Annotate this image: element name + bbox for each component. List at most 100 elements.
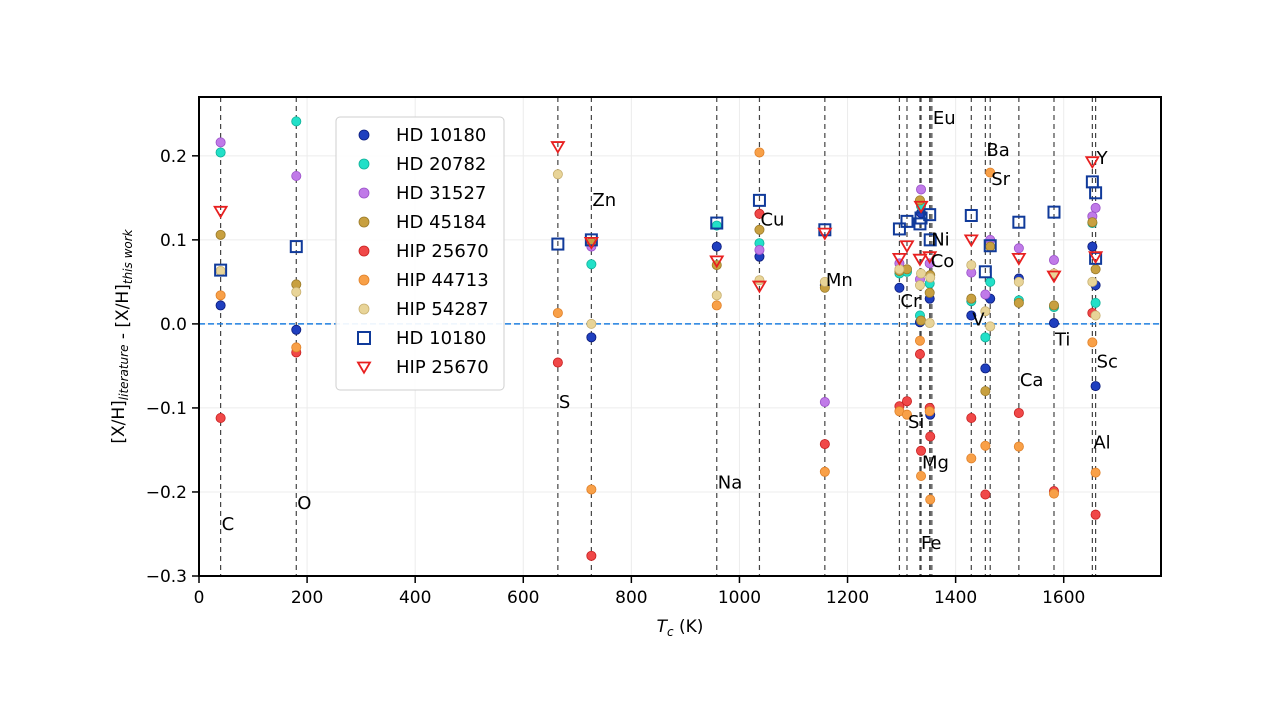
data-point bbox=[914, 349, 925, 360]
data-point bbox=[901, 409, 912, 420]
element-label: Al bbox=[1093, 432, 1110, 453]
element-label: O bbox=[297, 493, 311, 514]
element-label: Cu bbox=[760, 210, 784, 231]
data-point bbox=[754, 224, 765, 235]
legend-marker bbox=[357, 331, 371, 345]
element-label: Sr bbox=[991, 169, 1010, 190]
element-label: Fe bbox=[921, 533, 941, 554]
data-point bbox=[924, 318, 935, 329]
data-point-square bbox=[710, 216, 724, 230]
element-label: Ti bbox=[1054, 330, 1070, 351]
data-point bbox=[711, 300, 722, 311]
data-point-square bbox=[214, 263, 228, 277]
element-label: Ba bbox=[986, 140, 1009, 161]
x-tick-label: 0 bbox=[194, 588, 205, 608]
data-points bbox=[213, 116, 1104, 561]
data-point bbox=[985, 241, 996, 252]
element-label: S bbox=[559, 392, 570, 413]
element-label: C bbox=[222, 514, 235, 535]
element-label: Si bbox=[908, 412, 924, 433]
legend-marker bbox=[358, 158, 370, 170]
data-point-triangle bbox=[1046, 270, 1062, 284]
data-point bbox=[916, 315, 927, 326]
data-point bbox=[1013, 243, 1024, 254]
data-point bbox=[819, 276, 830, 287]
x-tick-label: 1000 bbox=[718, 588, 761, 608]
x-tick-label: 1200 bbox=[826, 588, 869, 608]
data-point bbox=[215, 290, 226, 301]
data-point bbox=[925, 272, 936, 283]
element-label: Eu bbox=[933, 108, 956, 129]
data-point bbox=[215, 413, 226, 424]
data-point bbox=[985, 276, 996, 287]
data-point bbox=[1090, 264, 1101, 275]
plot-frame bbox=[198, 96, 1162, 577]
data-point-square bbox=[289, 240, 303, 254]
data-point-square bbox=[892, 222, 906, 236]
data-point bbox=[215, 229, 226, 240]
data-point bbox=[586, 484, 597, 495]
data-point bbox=[980, 386, 991, 397]
data-point bbox=[966, 453, 977, 464]
data-point-triangle bbox=[817, 227, 833, 241]
data-point bbox=[1090, 467, 1101, 478]
x-tick-label: 600 bbox=[507, 588, 539, 608]
data-point bbox=[819, 397, 830, 408]
data-point bbox=[586, 332, 597, 343]
data-point-square bbox=[923, 208, 937, 222]
data-point-triangle bbox=[709, 255, 725, 269]
axis-ticks: 0 200 400 600 800 1000 1200 1400 1600 −0.3 −0.2 −0.… bbox=[146, 147, 1086, 608]
x-tick-label: 1400 bbox=[934, 588, 977, 608]
x-tick-label: 800 bbox=[615, 588, 647, 608]
data-point bbox=[916, 268, 927, 279]
legend-marker bbox=[358, 187, 370, 199]
data-point bbox=[985, 321, 996, 332]
x-tick-label: 1600 bbox=[1042, 588, 1085, 608]
data-point-triangle bbox=[751, 280, 768, 294]
data-point bbox=[980, 289, 991, 300]
legend-label: HIP 25670 bbox=[396, 357, 489, 378]
data-point bbox=[586, 550, 597, 561]
element-label: Ca bbox=[1020, 370, 1044, 391]
legend-label: HD 31527 bbox=[396, 183, 486, 204]
legend-box bbox=[335, 116, 505, 391]
data-point-square bbox=[1089, 186, 1103, 200]
data-point bbox=[754, 275, 765, 286]
element-label: Y bbox=[1096, 148, 1109, 169]
data-point bbox=[291, 116, 302, 127]
data-point bbox=[1013, 297, 1024, 308]
data-point-square bbox=[983, 239, 997, 253]
y-tick-label: −0.3 bbox=[146, 567, 187, 587]
data-point bbox=[901, 396, 912, 407]
data-point bbox=[291, 342, 302, 353]
data-point bbox=[1090, 202, 1101, 213]
data-point bbox=[215, 300, 226, 311]
data-point bbox=[586, 318, 597, 329]
data-point bbox=[1013, 407, 1024, 418]
data-point bbox=[819, 439, 830, 450]
data-point bbox=[711, 241, 722, 252]
data-point bbox=[552, 307, 563, 318]
data-point-square bbox=[900, 214, 914, 228]
data-point-square bbox=[551, 237, 565, 251]
data-point bbox=[980, 363, 991, 374]
data-point bbox=[552, 357, 563, 368]
y-tick-label: 0.2 bbox=[160, 147, 187, 167]
data-point bbox=[980, 332, 991, 343]
data-point-square bbox=[1047, 205, 1061, 219]
data-point bbox=[1013, 441, 1024, 452]
data-point bbox=[924, 406, 935, 417]
data-point-triangle bbox=[963, 234, 979, 248]
data-point bbox=[1013, 276, 1024, 287]
data-point bbox=[1090, 297, 1101, 308]
data-point bbox=[914, 280, 925, 291]
element-label: V bbox=[972, 310, 985, 331]
data-point bbox=[894, 264, 905, 275]
element-label: Sc bbox=[1097, 352, 1118, 373]
data-point bbox=[1048, 300, 1059, 311]
data-point bbox=[980, 440, 991, 451]
data-point bbox=[924, 287, 935, 298]
data-point-triangle bbox=[891, 252, 907, 266]
legend-marker bbox=[358, 274, 370, 286]
